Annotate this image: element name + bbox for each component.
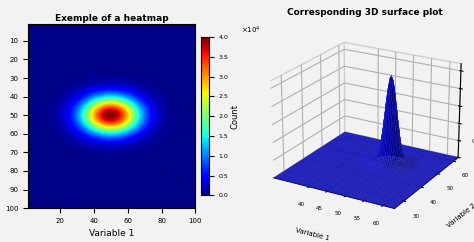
Y-axis label: Count: Count: [231, 104, 240, 129]
Title: Corresponding 3D surface plot: Corresponding 3D surface plot: [287, 8, 443, 17]
X-axis label: Variable 1: Variable 1: [89, 229, 135, 238]
X-axis label: Variable 1: Variable 1: [294, 227, 330, 242]
Text: $\times10^4$: $\times10^4$: [241, 25, 261, 37]
Y-axis label: Variable 2: Variable 2: [446, 203, 474, 229]
Title: Exemple of a heatmap: Exemple of a heatmap: [55, 15, 169, 23]
